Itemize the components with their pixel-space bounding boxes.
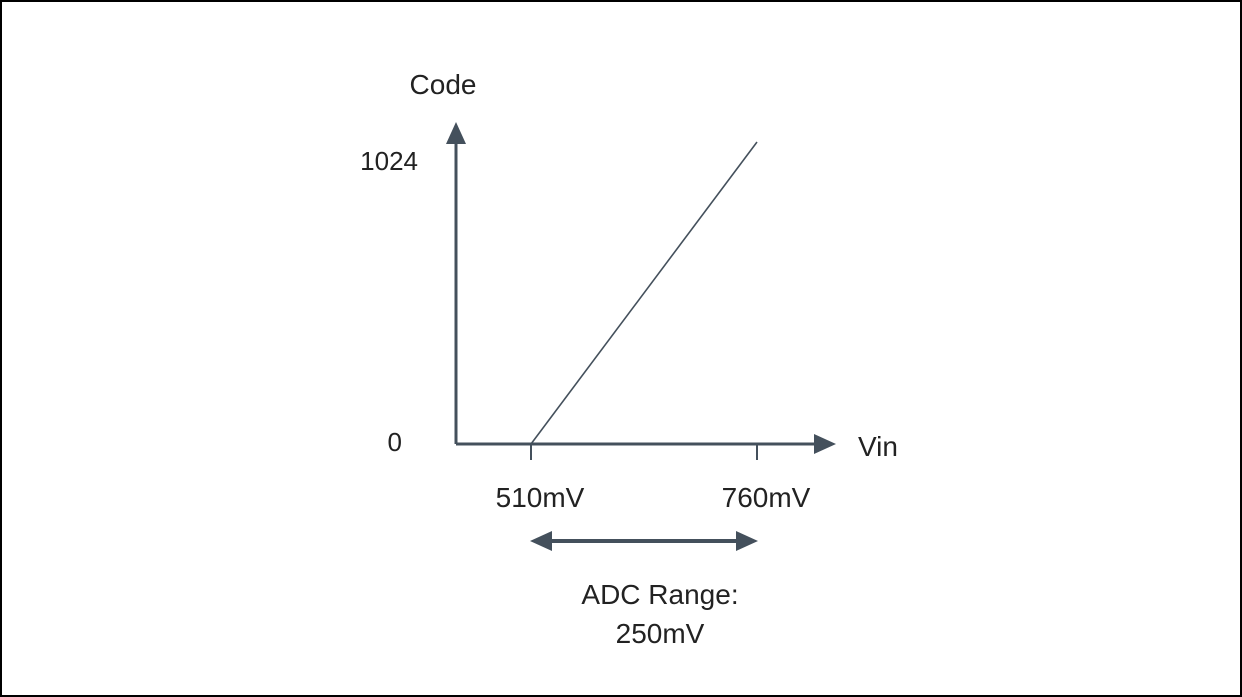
range-arrow-right-icon (736, 531, 758, 551)
y-tick-label-1024: 1024 (360, 146, 418, 176)
range-annotation-line2: 250mV (616, 618, 705, 649)
y-axis-arrow-icon (446, 122, 466, 144)
x-axis-label: Vin (858, 431, 898, 462)
x-axis-arrow-icon (814, 434, 836, 454)
y-axis-label: Code (410, 69, 477, 100)
y-tick-label-0: 0 (388, 427, 402, 457)
x-tick-label-510: 510mV (496, 482, 585, 513)
x-tick-label-760: 760mV (722, 482, 811, 513)
transfer-line (530, 141, 758, 445)
range-arrow-left-icon (530, 531, 552, 551)
range-annotation-line1: ADC Range: (581, 579, 738, 610)
